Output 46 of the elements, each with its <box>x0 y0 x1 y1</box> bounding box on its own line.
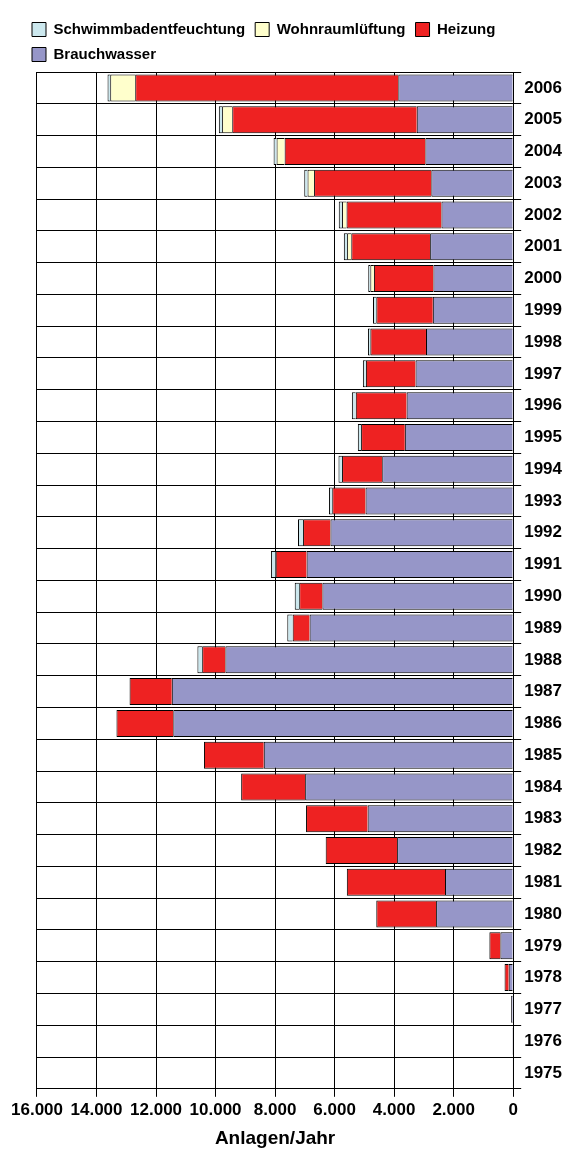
y-tick-label: 1978 <box>524 967 563 987</box>
x-tick-label: 0 <box>508 1099 518 1119</box>
legend-label: Brauchwasser <box>53 44 157 62</box>
y-tick-label: 1980 <box>524 903 563 923</box>
y-tick-label: 1986 <box>524 713 563 733</box>
y-tick-label: 1988 <box>524 649 563 669</box>
y-tick-label: 1999 <box>524 300 563 319</box>
y-tick-label: 1981 <box>524 871 563 891</box>
legend-label: Heizung <box>437 19 496 37</box>
x-tick-label: 14.000 <box>70 1099 123 1119</box>
y-tick-label: 1994 <box>524 458 563 478</box>
y-tick-label: 1996 <box>524 395 563 415</box>
y-tick-label: 1984 <box>524 776 563 796</box>
y-tick-label: 2000 <box>524 268 563 288</box>
y-tick-label: 1995 <box>524 427 563 447</box>
x-axis-title: Anlagen/Jahr <box>214 1126 336 1148</box>
y-tick-label: 2002 <box>524 204 563 224</box>
y-tick-label: 2001 <box>524 236 563 256</box>
y-tick-label: 2006 <box>524 77 563 97</box>
y-tick-label: 1983 <box>524 808 563 828</box>
x-tick-label: 6.000 <box>313 1099 356 1119</box>
x-tick-label: 12.000 <box>130 1099 183 1119</box>
y-tick-label: 1997 <box>524 363 563 383</box>
y-tick-label: 2004 <box>524 141 563 161</box>
x-tick-label: 8.000 <box>253 1099 297 1119</box>
y-tick-label: 1979 <box>524 935 563 955</box>
y-tick-label: 1977 <box>524 999 563 1019</box>
x-tick-label: 10.000 <box>189 1099 242 1119</box>
y-tick-label: 1998 <box>524 331 563 351</box>
y-tick-label: 1987 <box>524 681 563 701</box>
legend-label: Wohnraumlüftung <box>276 19 406 37</box>
legend-label: Schwimmbadentfeuchtung <box>53 19 246 37</box>
y-tick-label: 1993 <box>524 490 563 510</box>
y-tick-label: 1992 <box>524 522 563 542</box>
y-tick-label: 2005 <box>524 109 563 129</box>
y-tick-label: 1989 <box>524 617 563 637</box>
y-tick-label: 1976 <box>524 1030 563 1050</box>
x-tick-label: 2.000 <box>432 1099 475 1119</box>
y-tick-label: 1991 <box>524 554 563 574</box>
y-tick-label: 2003 <box>524 172 563 192</box>
y-tick-label: 1975 <box>524 1062 563 1082</box>
x-tick-label: 16.000 <box>11 1099 63 1119</box>
y-tick-label: 1982 <box>524 840 563 860</box>
y-tick-label: 1985 <box>524 744 563 764</box>
x-tick-label: 4.000 <box>372 1099 416 1119</box>
y-tick-label: 1990 <box>524 585 563 605</box>
